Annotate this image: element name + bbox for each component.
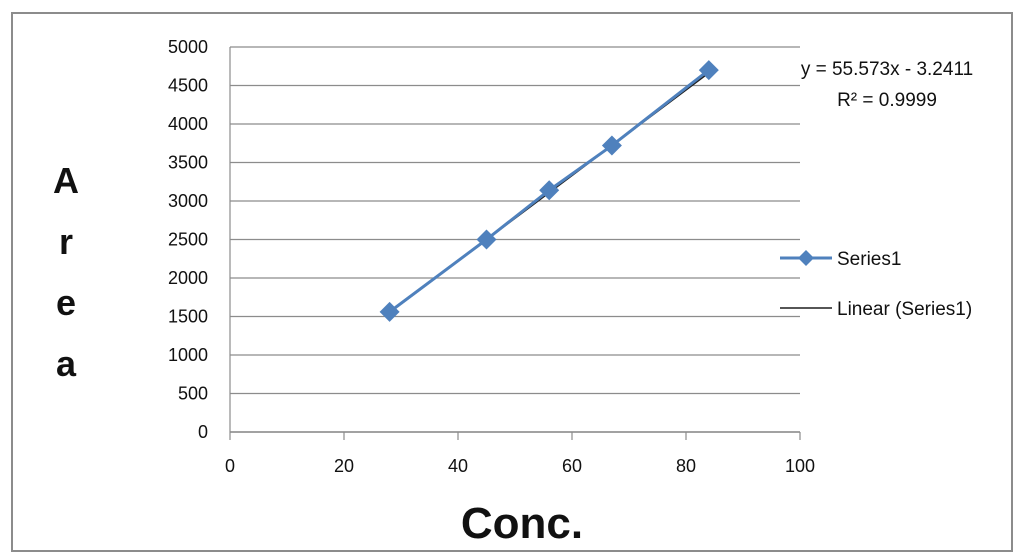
- y-tick-label: 5000: [168, 37, 208, 57]
- x-tick-label: 20: [334, 456, 354, 476]
- chart-frame: [11, 12, 1013, 552]
- y-tick-label: 1000: [168, 345, 208, 365]
- grid-layer: [230, 46, 800, 433]
- y-tick-label: 2000: [168, 268, 208, 288]
- y-axis-title-letter: a: [56, 343, 77, 384]
- y-tick-label: 2500: [168, 230, 208, 250]
- y-tick-label: 500: [178, 384, 208, 404]
- y-tick-label: 3500: [168, 153, 208, 173]
- legend-series1-marker: [798, 250, 814, 266]
- series1-point: [476, 229, 497, 250]
- series1-point: [698, 60, 719, 81]
- series1-point: [601, 135, 622, 156]
- y-tick-label: 4500: [168, 76, 208, 96]
- x-axis-title: Conc.: [461, 499, 583, 544]
- y-tick-label: 4000: [168, 114, 208, 134]
- trendline-r2: R² = 0.9999: [837, 90, 937, 111]
- y-axis-title-letter: A: [53, 160, 79, 201]
- series1-point: [379, 301, 400, 322]
- y-tick-label: 0: [198, 422, 208, 442]
- y-tick-label: 1500: [168, 307, 208, 327]
- legend-trendline-label: Linear (Series1): [837, 299, 972, 320]
- series1-point: [539, 180, 560, 201]
- series-layer: [379, 60, 719, 322]
- y-axis-title-letter: e: [56, 282, 76, 323]
- legend: Series1 Linear (Series1): [780, 249, 972, 320]
- legend-series1-label: Series1: [837, 249, 901, 270]
- x-tick-label: 80: [676, 456, 696, 476]
- axis-layer: 0500100015002000250030003500400045005000…: [168, 37, 815, 476]
- x-tick-label: 0: [225, 456, 235, 476]
- x-tick-label: 40: [448, 456, 468, 476]
- trendline-equation: y = 55.573x - 3.2411: [801, 59, 973, 80]
- x-tick-label: 60: [562, 456, 582, 476]
- y-tick-label: 3000: [168, 191, 208, 211]
- y-axis-title-letter: r: [59, 221, 73, 262]
- x-tick-label: 100: [785, 456, 815, 476]
